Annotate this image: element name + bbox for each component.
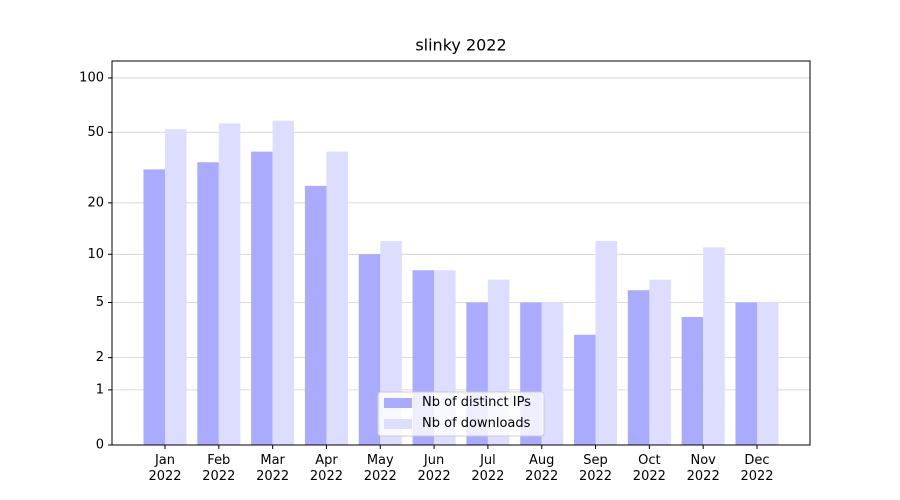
- bar: [251, 151, 273, 445]
- chart-title: slinky 2022: [415, 36, 506, 55]
- plot-frame: [111, 60, 811, 446]
- x-tick-label: Apr 2022: [309, 453, 343, 484]
- x-tick-label: Mar 2022: [256, 453, 290, 484]
- x-tick-label: Sep 2022: [578, 453, 613, 484]
- bar: [197, 162, 219, 446]
- y-tick-label: 100: [79, 70, 104, 85]
- legend-swatch: [384, 419, 412, 429]
- x-tick-label: Jan 2022: [148, 453, 182, 484]
- legend-swatch: [384, 398, 412, 408]
- bar: [326, 151, 348, 445]
- y-tick-label: 1: [96, 382, 104, 397]
- bar: [358, 254, 381, 445]
- y-tick-label: 2: [96, 350, 104, 365]
- bar: [627, 290, 650, 445]
- bar: [649, 279, 671, 445]
- bar: [304, 185, 327, 445]
- bar: [218, 123, 241, 445]
- x-tick-label: Dec 2022: [740, 453, 774, 484]
- legend-label: Nb of distinct IPs: [422, 395, 531, 410]
- y-tick-label: 50: [87, 125, 104, 140]
- y-tick-label: 5: [96, 295, 104, 310]
- y-tick-label: 20: [87, 195, 104, 210]
- legend-box: [377, 391, 545, 437]
- legend-label: Nb of downloads: [422, 416, 531, 431]
- bar: [681, 317, 704, 445]
- bar: [143, 169, 166, 445]
- x-tick-label: Nov 2022: [686, 453, 720, 484]
- bar: [735, 302, 757, 445]
- bar: [756, 302, 779, 445]
- x-tick-label: Jul 2022: [471, 453, 505, 484]
- bar: [272, 120, 295, 445]
- bar: [165, 129, 187, 445]
- y-tick-label: 0: [96, 438, 104, 453]
- x-tick-label: Feb 2022: [202, 453, 236, 484]
- bar: [595, 241, 618, 445]
- y-tick-label: 10: [87, 247, 104, 262]
- bar: [703, 247, 725, 445]
- x-tick-label: Oct 2022: [632, 453, 666, 484]
- x-tick-label: Jun 2022: [417, 453, 451, 484]
- bar: [574, 334, 596, 445]
- x-tick-label: Aug 2022: [525, 453, 559, 484]
- x-tick-label: May 2022: [363, 453, 397, 484]
- bar: [541, 302, 564, 445]
